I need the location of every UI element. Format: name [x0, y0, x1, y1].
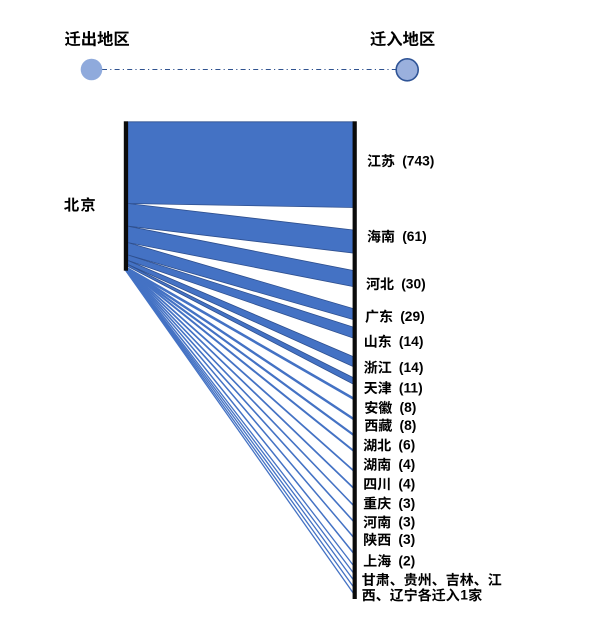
svg-text:(743): (743) [402, 153, 434, 168]
svg-text:(11): (11) [399, 380, 423, 395]
svg-text:(8): (8) [400, 418, 417, 433]
svg-text:(30): (30) [401, 276, 426, 291]
svg-text:(14): (14) [399, 334, 424, 349]
svg-text:(3): (3) [398, 515, 415, 530]
svg-text:(3): (3) [398, 496, 415, 511]
svg-text:(2): (2) [398, 553, 415, 568]
svg-text:(29): (29) [400, 309, 425, 324]
svg-text:(8): (8) [400, 400, 417, 415]
svg-text:(3): (3) [398, 532, 415, 547]
svg-text:(4): (4) [398, 476, 415, 491]
svg-text:(14): (14) [399, 360, 424, 375]
svg-text:(61): (61) [402, 229, 427, 244]
svg-text:1: 1 [460, 588, 468, 603]
svg-text:(6): (6) [398, 438, 415, 453]
svg-text:(4): (4) [398, 457, 415, 472]
